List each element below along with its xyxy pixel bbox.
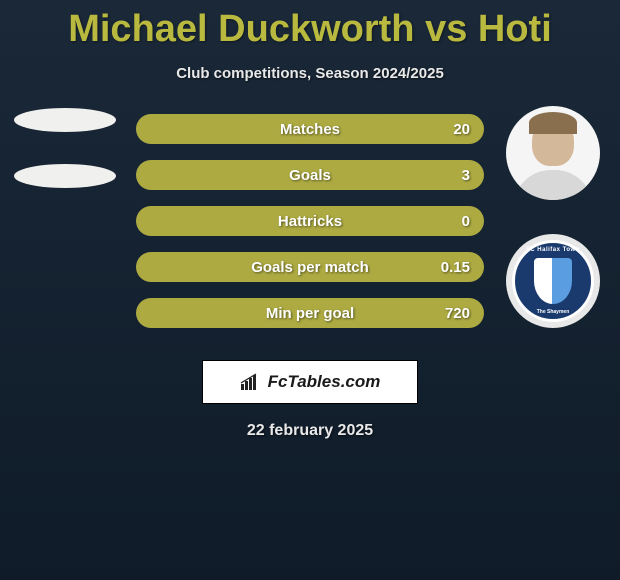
right-player-column: FC Halifax Town The Shaymen bbox=[506, 106, 606, 328]
stat-label: Min per goal bbox=[136, 305, 484, 322]
stat-label: Goals bbox=[136, 167, 484, 184]
page-title: Michael Duckworth vs Hoti bbox=[0, 0, 620, 51]
stat-label: Hattricks bbox=[136, 213, 484, 230]
right-club-badge: FC Halifax Town The Shaymen bbox=[506, 234, 600, 328]
stat-row-hattricks: Hattricks 0 bbox=[136, 206, 484, 236]
stat-row-matches: Matches 20 bbox=[136, 114, 484, 144]
bar-chart-icon bbox=[240, 373, 262, 391]
club-name-text: FC Halifax Town bbox=[515, 247, 591, 253]
comparison-panel: FC Halifax Town The Shaymen Matches 20 G… bbox=[0, 114, 620, 354]
stat-row-mpg: Min per goal 720 bbox=[136, 298, 484, 328]
brand-box[interactable]: FcTables.com bbox=[202, 360, 418, 404]
stat-row-gpm: Goals per match 0.15 bbox=[136, 252, 484, 282]
stat-value-right: 0 bbox=[462, 213, 470, 230]
club-shield-icon bbox=[534, 258, 572, 304]
left-avatar-placeholder-2 bbox=[14, 164, 116, 188]
stat-row-goals: Goals 3 bbox=[136, 160, 484, 190]
stat-label: Matches bbox=[136, 121, 484, 138]
stat-value-right: 3 bbox=[462, 167, 470, 184]
left-avatar-placeholder-1 bbox=[14, 108, 116, 132]
stat-value-right: 720 bbox=[445, 305, 470, 322]
stat-value-right: 0.15 bbox=[441, 259, 470, 276]
club-tagline-text: The Shaymen bbox=[515, 309, 591, 315]
subtitle: Club competitions, Season 2024/2025 bbox=[0, 65, 620, 82]
date-text: 22 february 2025 bbox=[0, 422, 620, 440]
stat-value-right: 20 bbox=[453, 121, 470, 138]
brand-text: FcTables.com bbox=[268, 372, 381, 392]
stats-bars: Matches 20 Goals 3 Hattricks 0 Goals per… bbox=[136, 114, 484, 344]
left-player-column bbox=[14, 108, 114, 220]
stat-label: Goals per match bbox=[136, 259, 484, 276]
right-player-avatar bbox=[506, 106, 600, 200]
